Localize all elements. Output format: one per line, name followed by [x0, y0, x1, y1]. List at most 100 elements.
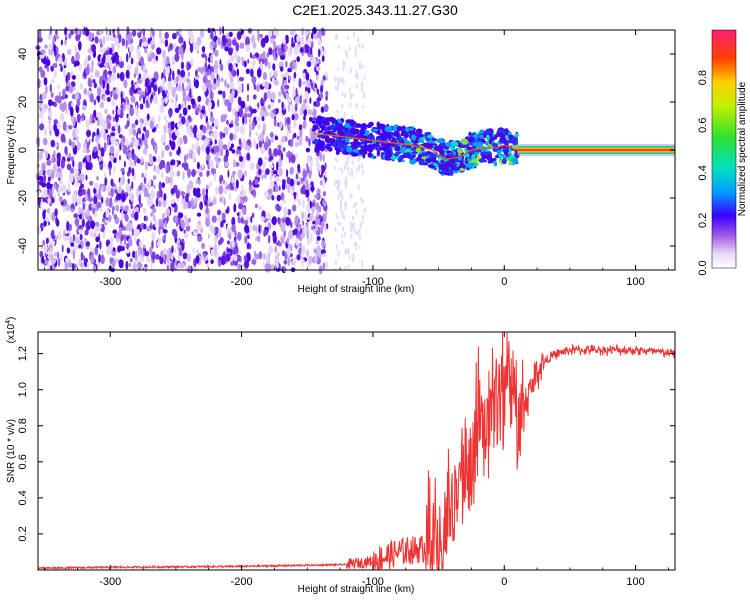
ridge-blob [480, 151, 488, 155]
noise-blob [138, 137, 142, 145]
noise-blob [53, 70, 57, 78]
noise-blob [188, 265, 192, 273]
noise-blob [168, 132, 172, 139]
noise-blob [295, 173, 299, 180]
ridge-blob [384, 154, 388, 161]
noise-blob [341, 195, 344, 200]
noise-blob [73, 213, 78, 219]
noise-blob [90, 254, 94, 264]
noise-blob [83, 26, 86, 36]
noise-blob [215, 186, 219, 195]
noise-blob [231, 149, 236, 154]
noise-blob [192, 127, 195, 134]
ridge-blob [345, 119, 353, 124]
noise-blob [187, 168, 191, 178]
noise-blob [40, 109, 44, 120]
noise-blob [67, 235, 70, 241]
noise-blob [87, 78, 93, 88]
noise-blob [277, 252, 280, 257]
noise-blob [195, 107, 200, 115]
noise-blob [114, 189, 118, 194]
noise-blob [351, 167, 353, 174]
noise-blob [137, 78, 143, 84]
noise-blob [128, 208, 131, 215]
noise-blob [199, 112, 203, 120]
noise-blob [38, 28, 42, 39]
noise-blob [273, 170, 278, 176]
noise-blob [306, 162, 309, 170]
noise-blob [74, 218, 80, 226]
noise-blob [322, 191, 326, 197]
noise-blob [125, 183, 130, 193]
noise-blob [239, 42, 245, 49]
noise-blob [125, 102, 131, 111]
noise-blob [61, 244, 64, 253]
ridge-blob [336, 136, 340, 143]
noise-blob [278, 185, 281, 191]
noise-blob [73, 194, 77, 203]
noise-blob [314, 252, 317, 257]
noise-blob [231, 63, 236, 69]
ridge-blob [311, 128, 317, 132]
noise-blob [229, 132, 234, 141]
noise-blob [107, 185, 111, 193]
noise-blob [228, 31, 233, 37]
noise-blob [272, 234, 277, 244]
noise-blob [236, 76, 240, 84]
noise-blob [315, 66, 321, 72]
noise-blob [294, 113, 299, 121]
ridge-blob [384, 126, 392, 133]
noise-blob [239, 155, 244, 162]
noise-blob [296, 254, 301, 261]
noise-blob [269, 172, 273, 182]
noise-blob [199, 201, 204, 211]
noise-blob [278, 91, 282, 97]
noise-blob [349, 228, 352, 233]
noise-blob [165, 56, 170, 66]
noise-blob [111, 99, 115, 107]
ridge-blob [319, 140, 325, 146]
noise-blob [338, 183, 340, 187]
noise-blob [64, 146, 68, 155]
noise-blob [174, 99, 178, 110]
noise-blob [84, 229, 89, 236]
noise-blob [150, 94, 153, 100]
ridge-blob [459, 167, 465, 172]
noise-blob [271, 195, 275, 201]
noise-blob [351, 173, 354, 178]
noise-blob [308, 138, 311, 147]
noise-blob [57, 186, 62, 196]
noise-blob [353, 31, 356, 37]
noise-blob [93, 232, 97, 238]
noise-blob [196, 212, 202, 217]
ridge-blob [483, 131, 488, 135]
noise-blob [281, 217, 287, 223]
noise-blob [213, 236, 218, 244]
noise-blob [74, 244, 79, 250]
noise-blob [249, 162, 255, 170]
noise-blob [260, 174, 265, 179]
noise-blob [236, 263, 242, 270]
noise-blob [320, 221, 325, 228]
noise-blob [277, 144, 282, 150]
noise-blob [162, 57, 167, 67]
noise-blob [80, 251, 84, 261]
noise-blob [54, 34, 59, 40]
noise-blob [272, 26, 278, 36]
noise-blob [161, 97, 164, 108]
noise-blob [125, 38, 128, 49]
noise-blob [341, 234, 343, 238]
x-tick-label: -300 [99, 276, 121, 288]
noise-blob [279, 120, 283, 130]
snr-y-multiplier-exponent: 4 [5, 320, 12, 324]
noise-blob [183, 162, 189, 171]
noise-blob [276, 108, 279, 114]
ridge-blob [445, 142, 452, 147]
ridge-blob [505, 135, 509, 140]
noise-blob [362, 94, 365, 99]
noise-blob [117, 26, 120, 36]
noise-blob [101, 58, 104, 66]
spectrogram-noise-region [35, 25, 366, 275]
noise-blob [257, 235, 261, 242]
noise-blob [158, 218, 162, 227]
